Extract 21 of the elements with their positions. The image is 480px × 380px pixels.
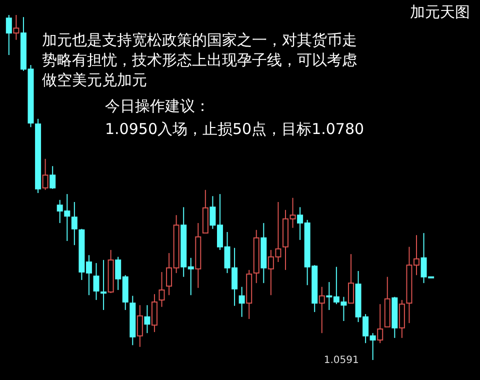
candlestick: [158, 272, 165, 308]
annotation: 1.0591: [324, 355, 359, 366]
candlestick: [151, 294, 158, 333]
annotation: 1.0950入场，止损50点，目标1.0780: [105, 120, 364, 138]
annotation: 加元也是支持宽松政策的国家之一，对其货币走: [42, 31, 357, 49]
candlestick: [318, 286, 325, 334]
candlestick: [13, 14, 20, 40]
candlestick: [136, 304, 143, 348]
candlestick: [100, 259, 107, 310]
annotation: 势略有担忧，技术形态上出现孕子线，可以考虑: [42, 51, 357, 69]
candlestick: [144, 304, 150, 334]
chart-title: 加元天图: [410, 3, 470, 21]
candlestick: [130, 295, 136, 346]
annotation: 今日操作建议：: [105, 97, 210, 115]
candlestick: [93, 262, 100, 300]
candlestick: [253, 229, 260, 284]
annotation: 做空美元兑加元: [42, 71, 147, 89]
candlestick: [260, 222, 267, 284]
candlestick: [238, 286, 245, 318]
candlestick: [195, 222, 202, 288]
candlestick: [71, 201, 78, 246]
